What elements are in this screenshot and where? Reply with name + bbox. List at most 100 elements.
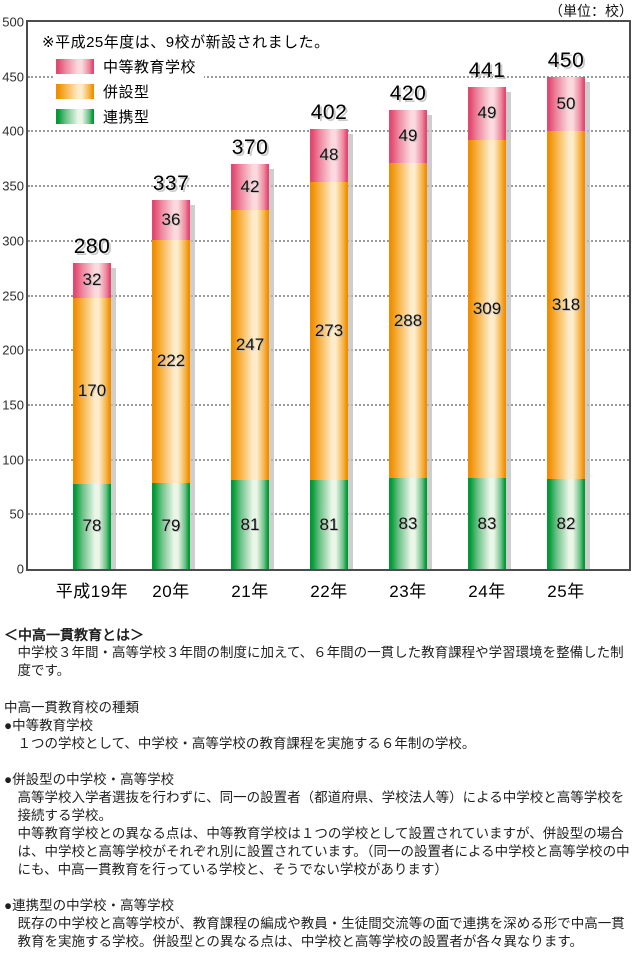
bar-segment-中等教育学校: 36 [152,200,190,240]
bar-segment-中等教育学校: 49 [389,109,427,164]
bar-segment-連携型: 81 [231,480,269,569]
legend-row: 中等教育学校 [56,58,197,76]
segment-value-label: 78 [82,516,102,536]
bar-segment-併設型: 247 [231,210,269,481]
type-section-title: ●併設型の中学校・高等学校 [4,772,175,787]
stacked-bar-22年: 48 273 81 [310,129,353,569]
bar-segment-中等教育学校: 49 [468,86,506,141]
bar-total-label: 420 [389,81,427,105]
bar-shadow [427,114,432,569]
bar-segment-併設型: 222 [152,239,190,483]
types-title: 中高一貫教育校の種類 [4,700,139,715]
y-tick-label-100: 100 [2,452,24,468]
segment-value-label: 288 [393,310,423,330]
unit-label: （単位：校） [549,3,633,19]
bar-segment-連携型: 83 [468,478,506,569]
bar-segment-中等教育学校: 48 [310,129,348,182]
segment-value-label: 49 [477,103,497,123]
legend-label: 連携型 [103,108,150,126]
bar-total-label: 441 [468,58,506,82]
bar-segment-併設型: 318 [547,131,585,480]
type-section-paragraph: 既存の中学校と高等学校が、教育課程の編成や教員・生徒間交流等の面で連携を深める形… [17,916,625,949]
bar-total-label: 402 [310,101,348,125]
stacked-bar-20年: 36 222 79 [152,200,195,569]
legend-label: 併設型 [103,83,150,101]
segment-value-label: 49 [398,126,418,146]
type-section: ●中等教育学校 １つの学校として、中学校・高等学校の教育課程を実施する６年制の学校… [4,717,632,753]
y-tick-label-450: 450 [2,69,24,85]
segment-value-label: 32 [82,270,102,290]
segment-value-label: 318 [551,295,581,315]
stacked-bar-21年: 42 247 81 [231,164,274,569]
legend-swatch-icon [56,83,94,99]
y-tick-label-250: 250 [2,288,24,303]
type-section: ●連携型の中学校・高等学校既存の中学校と高等学校が、教育課程の編成や教員・生徒間… [4,897,632,951]
x-tick-label-21年: 21年 [231,582,269,601]
type-section-paragraph: １つの学校として、中学校・高等学校の教育課程を実施する６年制の学校。 [17,736,476,751]
bar-shadow [506,91,511,569]
x-tick-label-20年: 20年 [152,582,190,601]
bar-shadow [348,134,353,569]
bar-segment-中等教育学校: 50 [547,76,585,132]
y-tick-label-500: 500 [2,14,24,30]
segment-value-label: 79 [161,515,181,535]
legend-label: 中等教育学校 [103,58,197,76]
stacked-bar-24年: 49 309 83 [468,86,511,569]
y-tick-label-400: 400 [2,123,24,139]
gridline-450 [28,75,629,78]
segment-value-label: 170 [77,380,107,400]
bar-shadow [585,81,590,569]
bar-segment-併設型: 273 [310,181,348,481]
x-tick-label-22年: 22年 [310,582,348,601]
bar-total-label: 370 [231,136,269,160]
x-tick-label-平成19年: 平成19年 [55,582,129,601]
x-tick-label-23年: 23年 [389,582,427,601]
segment-value-label: 42 [240,177,260,197]
y-tick-label-50: 50 [9,506,24,522]
footer-intro: 中学校３年間・高等学校３年間の制度に加えて、６年間の一貫した教育課程や学習環境を… [17,645,624,678]
segment-value-label: 83 [398,513,418,533]
bar-segment-連携型: 81 [310,480,348,569]
chart-legend: 中等教育学校 併設型連携型 [54,56,205,128]
bar-total-label: 450 [547,48,585,72]
type-section-paragraph: 中等教育学校との異なる点は、中等教育学校は１つの学校として設置されていますが、併… [17,826,630,877]
segment-value-label: 247 [235,335,265,355]
segment-value-label: 83 [477,513,497,533]
segment-value-label: 309 [472,299,502,319]
bar-segment-併設型: 170 [73,297,111,484]
footer-heading: ＜中高一貫教育とは＞ [4,627,144,643]
y-tick-label-150: 150 [2,397,24,413]
bar-segment-併設型: 309 [468,140,506,479]
type-section-body: 高等学校入学者選抜を行わずに、同一の設置者（都道府県、学校法人等）による中学校と… [4,789,632,879]
type-section-title: ●連携型の中学校・高等学校 [4,898,175,913]
segment-value-label: 81 [319,514,339,534]
y-tick-label-350: 350 [2,178,24,194]
y-tick-label-200: 200 [2,342,24,358]
segment-value-label: 273 [314,321,344,341]
bar-segment-連携型: 78 [73,483,111,569]
bar-shadow [269,169,274,569]
bar-segment-中等教育学校: 32 [73,262,111,298]
segment-value-label: 82 [556,514,576,534]
type-section: ●併設型の中学校・高等学校高等学校入学者選抜を行わずに、同一の設置者（都道府県、… [4,771,632,879]
type-section-body: 既存の中学校と高等学校が、教育課程の編成や教員・生徒間交流等の面で連携を深める形… [4,915,632,951]
stacked-bar-平成19年: 32 170 78 [73,262,116,569]
bar-segment-中等教育学校: 42 [231,164,269,211]
y-tick-label-0: 0 [16,561,24,577]
bar-segment-連携型: 79 [152,482,190,569]
segment-value-label: 48 [319,145,339,165]
bar-total-label: 280 [73,234,111,258]
type-section-body: １つの学校として、中学校・高等学校の教育課程を実施する６年制の学校。 [4,735,632,753]
y-tick-label-300: 300 [2,233,24,249]
x-tick-label-24年: 24年 [468,582,506,601]
type-section-title: ●中等教育学校 [4,718,94,733]
segment-value-label: 81 [240,514,260,534]
type-section-paragraph: 高等学校入学者選抜を行わずに、同一の設置者（都道府県、学校法人等）による中学校と… [17,790,625,823]
segment-value-label: 222 [156,351,186,371]
footer-text-block: ＜中高一貫教育とは＞ 中学校３年間・高等学校３年間の制度に加えて、６年間の一貫し… [4,626,632,951]
segment-value-label: 50 [556,94,576,114]
legend-swatch-icon [56,58,94,74]
chart-note: ※平成25年度は、9校が新設されました。 [42,31,334,52]
bar-total-label: 337 [152,172,190,196]
